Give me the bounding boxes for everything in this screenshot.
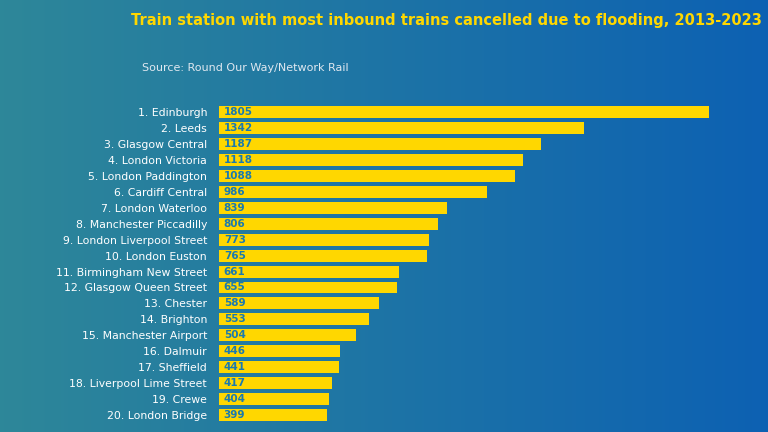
Bar — [219, 410, 327, 421]
Text: 1805: 1805 — [223, 107, 253, 117]
Text: 1187: 1187 — [223, 139, 253, 149]
Bar — [219, 234, 429, 245]
Bar — [219, 298, 379, 309]
Bar — [219, 362, 339, 373]
Text: 553: 553 — [223, 314, 246, 324]
Bar — [219, 186, 487, 197]
Bar — [219, 346, 340, 357]
Text: 417: 417 — [223, 378, 246, 388]
Bar — [219, 314, 369, 325]
Text: 806: 806 — [223, 219, 246, 229]
Bar — [219, 154, 523, 165]
Text: 446: 446 — [223, 346, 246, 356]
Text: 773: 773 — [223, 235, 246, 245]
Bar — [219, 282, 397, 293]
Text: Source: Round Our Way/Network Rail: Source: Round Our Way/Network Rail — [142, 63, 349, 73]
Text: 661: 661 — [223, 267, 246, 276]
Bar — [219, 170, 515, 181]
Text: 399: 399 — [223, 410, 245, 420]
Text: Train station with most inbound trains cancelled due to flooding, 2013-2023: Train station with most inbound trains c… — [131, 13, 761, 28]
Text: 839: 839 — [223, 203, 246, 213]
Bar — [219, 330, 356, 341]
Text: 986: 986 — [223, 187, 246, 197]
Text: 655: 655 — [223, 283, 246, 292]
Bar — [219, 394, 329, 405]
Text: 504: 504 — [223, 330, 246, 340]
Bar — [219, 378, 333, 389]
Text: 404: 404 — [223, 394, 246, 404]
Bar — [219, 106, 710, 118]
Bar — [219, 250, 427, 261]
Text: 1342: 1342 — [223, 123, 253, 133]
Bar — [219, 122, 584, 133]
Bar — [219, 218, 438, 229]
Text: 441: 441 — [223, 362, 246, 372]
Text: 765: 765 — [223, 251, 246, 260]
Bar — [219, 138, 541, 149]
Text: 589: 589 — [223, 299, 246, 308]
Bar — [219, 266, 399, 277]
Text: 1088: 1088 — [223, 171, 253, 181]
Text: 1118: 1118 — [223, 155, 253, 165]
Bar — [219, 202, 447, 213]
